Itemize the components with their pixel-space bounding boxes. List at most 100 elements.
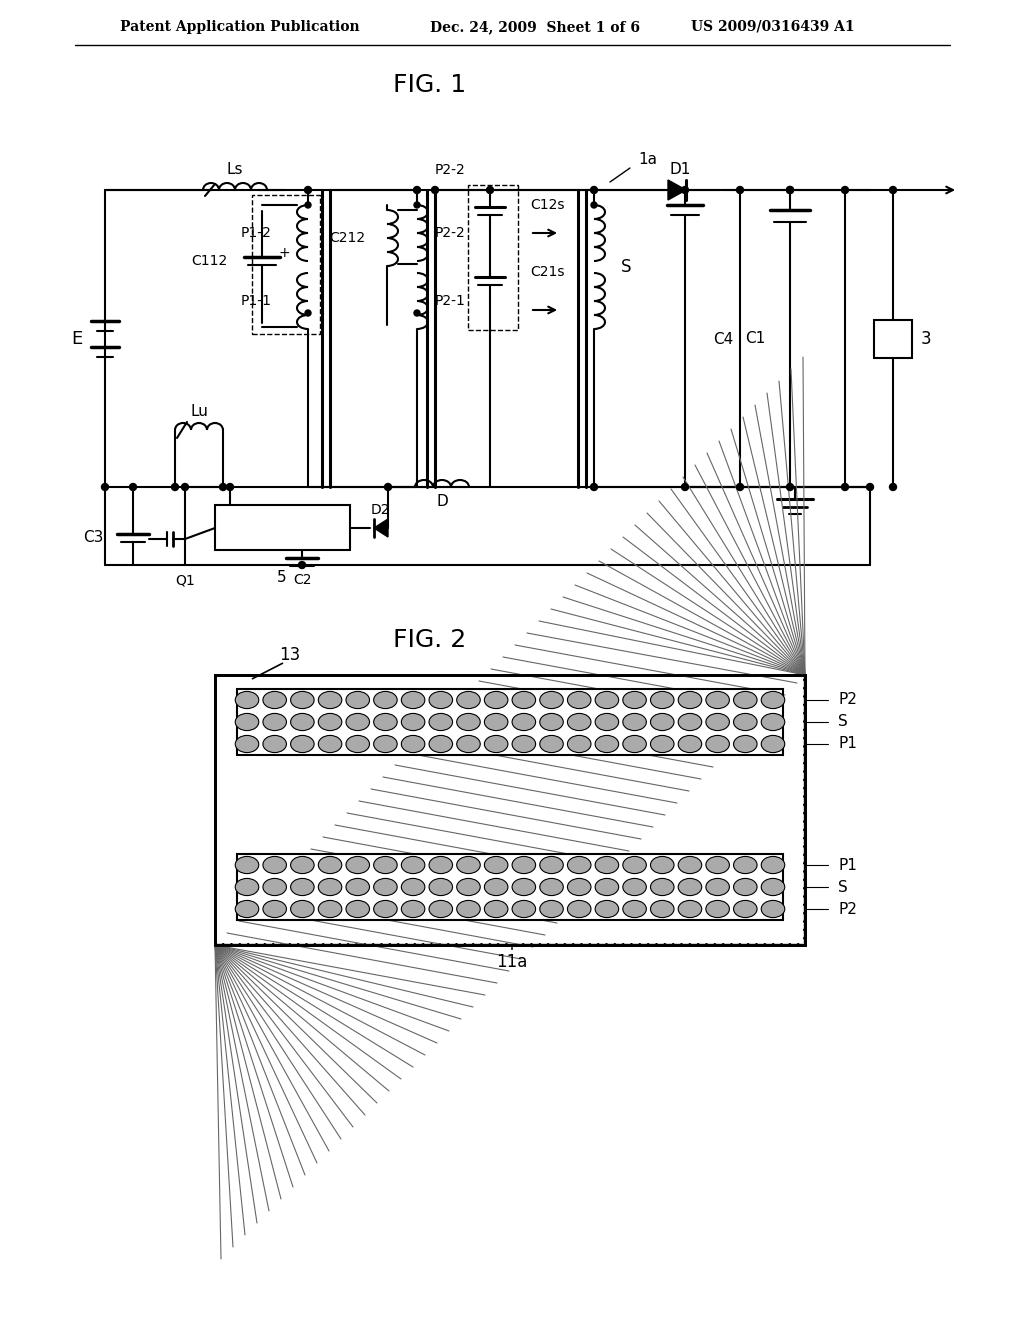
Ellipse shape — [236, 857, 259, 874]
Ellipse shape — [346, 878, 370, 895]
Ellipse shape — [678, 735, 701, 752]
Circle shape — [866, 483, 873, 491]
Circle shape — [414, 310, 420, 315]
Ellipse shape — [761, 713, 784, 730]
Ellipse shape — [401, 900, 425, 917]
Circle shape — [786, 186, 794, 194]
Ellipse shape — [595, 692, 618, 709]
Ellipse shape — [650, 878, 674, 895]
Ellipse shape — [318, 878, 342, 895]
Ellipse shape — [457, 735, 480, 752]
Text: 1a: 1a — [639, 153, 657, 168]
Ellipse shape — [650, 857, 674, 874]
Ellipse shape — [595, 878, 618, 895]
Text: FIG. 1: FIG. 1 — [393, 73, 467, 96]
Ellipse shape — [567, 713, 591, 730]
Ellipse shape — [401, 878, 425, 895]
Circle shape — [842, 186, 849, 194]
Ellipse shape — [429, 735, 453, 752]
Ellipse shape — [650, 692, 674, 709]
Circle shape — [219, 483, 226, 491]
Text: P2-2: P2-2 — [435, 162, 466, 177]
Text: C2: C2 — [293, 573, 311, 587]
Circle shape — [101, 483, 109, 491]
Circle shape — [304, 186, 311, 194]
Ellipse shape — [706, 692, 729, 709]
Text: P2-1: P2-1 — [435, 294, 466, 308]
Circle shape — [414, 186, 421, 194]
Ellipse shape — [733, 878, 757, 895]
Ellipse shape — [623, 900, 646, 917]
Ellipse shape — [512, 878, 536, 895]
Ellipse shape — [318, 692, 342, 709]
Text: P2-2: P2-2 — [435, 226, 466, 240]
Ellipse shape — [291, 692, 314, 709]
Ellipse shape — [291, 857, 314, 874]
Ellipse shape — [540, 878, 563, 895]
Ellipse shape — [623, 692, 646, 709]
Text: D: D — [436, 495, 447, 510]
Ellipse shape — [291, 900, 314, 917]
Ellipse shape — [623, 878, 646, 895]
Ellipse shape — [374, 692, 397, 709]
Ellipse shape — [318, 857, 342, 874]
Circle shape — [736, 483, 743, 491]
Bar — [252, 195, 319, 334]
Ellipse shape — [678, 713, 701, 730]
Ellipse shape — [678, 878, 701, 895]
Text: P1: P1 — [838, 858, 857, 873]
Text: Dec. 24, 2009  Sheet 1 of 6: Dec. 24, 2009 Sheet 1 of 6 — [430, 20, 640, 34]
Ellipse shape — [457, 878, 480, 895]
Ellipse shape — [429, 857, 453, 874]
Ellipse shape — [457, 713, 480, 730]
Ellipse shape — [429, 878, 453, 895]
Ellipse shape — [318, 713, 342, 730]
Ellipse shape — [263, 735, 287, 752]
Ellipse shape — [457, 857, 480, 874]
Ellipse shape — [263, 692, 287, 709]
Ellipse shape — [650, 735, 674, 752]
Ellipse shape — [623, 713, 646, 730]
Ellipse shape — [457, 692, 480, 709]
Circle shape — [414, 202, 420, 209]
Text: FIG. 2: FIG. 2 — [393, 628, 467, 652]
Ellipse shape — [567, 692, 591, 709]
Circle shape — [786, 186, 794, 194]
Circle shape — [786, 483, 794, 491]
Ellipse shape — [678, 857, 701, 874]
Ellipse shape — [706, 713, 729, 730]
Circle shape — [486, 186, 494, 194]
Ellipse shape — [236, 713, 259, 730]
Text: 11a: 11a — [497, 953, 527, 972]
Ellipse shape — [761, 692, 784, 709]
Bar — [215, 506, 350, 550]
Ellipse shape — [733, 735, 757, 752]
Circle shape — [129, 483, 136, 491]
Polygon shape — [374, 519, 388, 537]
Ellipse shape — [540, 900, 563, 917]
Circle shape — [181, 483, 188, 491]
Ellipse shape — [346, 713, 370, 730]
Ellipse shape — [650, 713, 674, 730]
Text: P2: P2 — [838, 902, 857, 916]
Ellipse shape — [706, 900, 729, 917]
Ellipse shape — [318, 900, 342, 917]
Text: 13: 13 — [280, 645, 301, 664]
Bar — [215, 675, 805, 945]
Bar — [237, 854, 783, 920]
Ellipse shape — [733, 857, 757, 874]
Ellipse shape — [401, 735, 425, 752]
Ellipse shape — [761, 900, 784, 917]
Circle shape — [591, 186, 597, 194]
Ellipse shape — [733, 713, 757, 730]
Ellipse shape — [263, 857, 287, 874]
Text: 5: 5 — [278, 569, 287, 585]
Ellipse shape — [263, 713, 287, 730]
Polygon shape — [668, 180, 686, 201]
Text: C1: C1 — [744, 331, 765, 346]
Ellipse shape — [291, 878, 314, 895]
Text: C3: C3 — [83, 531, 103, 545]
Text: Patent Application Publication: Patent Application Publication — [120, 20, 359, 34]
Circle shape — [591, 483, 597, 491]
Text: C4: C4 — [713, 331, 733, 346]
